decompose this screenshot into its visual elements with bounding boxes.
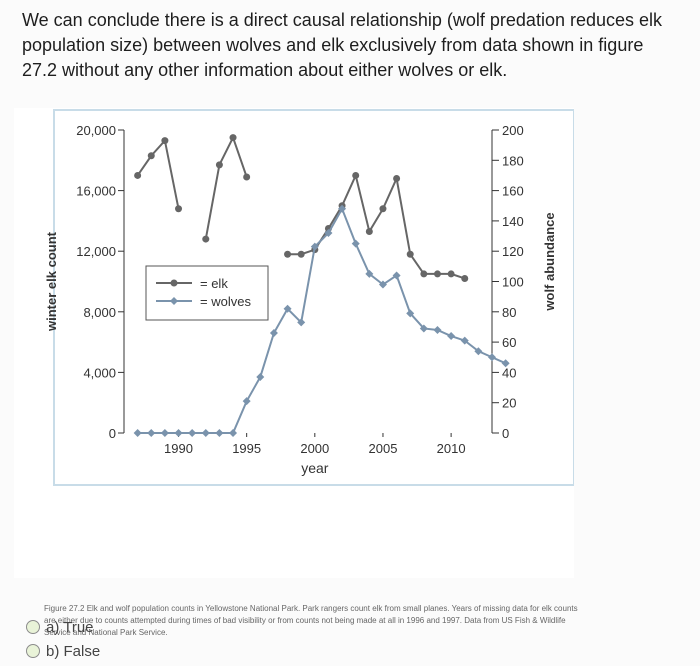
wolves-data-point <box>460 336 469 345</box>
right-tick-label: 100 <box>502 275 524 290</box>
question-text: We can conclude there is a direct causal… <box>22 10 663 80</box>
left-tick-label: 0 <box>109 426 116 441</box>
elk-data-point <box>134 171 142 179</box>
left-axis-label: winter elk count <box>44 231 59 332</box>
left-tick-label: 4,000 <box>83 365 116 380</box>
wolves-data-point <box>419 324 428 333</box>
wolves-data-point <box>324 229 333 238</box>
wolves-data-point <box>433 325 442 334</box>
right-tick-label: 160 <box>502 184 524 199</box>
elk-data-point <box>284 250 292 258</box>
right-tick-label: 80 <box>502 305 516 320</box>
wolves-data-point <box>133 429 142 437</box>
wolves-data-point <box>297 318 306 327</box>
right-tick-label: 20 <box>502 396 516 411</box>
wolves-data-point <box>378 280 387 289</box>
wolves-series-line <box>137 206 507 434</box>
elk-data-point <box>215 161 223 169</box>
wolves-data-point <box>365 269 374 278</box>
right-axis-label: wolf abundance <box>542 212 557 311</box>
elk-data-point <box>447 270 455 278</box>
radio-button-true[interactable] <box>26 620 40 634</box>
right-tick-label: 0 <box>502 426 509 441</box>
elk-data-point <box>229 134 237 142</box>
elk-series-line <box>287 172 466 280</box>
elk-series-line <box>136 138 180 209</box>
legend-elk-marker <box>170 279 178 287</box>
elk-data-point <box>379 205 387 213</box>
left-tick-label: 20,000 <box>76 123 116 138</box>
left-tick-label: 16,000 <box>76 184 116 199</box>
legend-wolves-marker <box>170 297 178 305</box>
figure-frame <box>53 109 574 486</box>
elk-data-point <box>147 152 155 160</box>
option-true[interactable]: a) True <box>26 615 100 639</box>
elk-data-point <box>297 250 305 258</box>
wolves-data-point <box>283 304 292 313</box>
x-axis-label: year <box>301 460 329 476</box>
wolves-data-point <box>160 429 169 437</box>
elk-data-point <box>461 274 469 282</box>
wolves-data-point <box>474 347 483 356</box>
wolves-data-point <box>174 429 183 437</box>
wolves-data-point <box>501 359 510 368</box>
wolves-data-point <box>201 429 210 437</box>
wolves-data-point <box>229 429 238 437</box>
legend-wolves-label: = wolves <box>200 294 251 309</box>
left-tick-label: 8,000 <box>83 305 116 320</box>
x-tick-label: 2000 <box>300 441 329 456</box>
wolves-data-point <box>188 429 197 437</box>
wolves-data-point <box>392 271 401 280</box>
elk-data-point <box>202 235 210 243</box>
elk-series-line <box>204 135 248 240</box>
wolves-data-point <box>310 242 319 251</box>
wolves-data-point <box>269 329 278 338</box>
x-tick-label: 2005 <box>369 441 398 456</box>
wolves-data-point <box>256 372 265 381</box>
x-tick-label: 1990 <box>164 441 193 456</box>
elk-data-point <box>420 270 428 278</box>
option-true-label: a) True <box>46 618 94 636</box>
left-tick-label: 12,000 <box>76 244 116 259</box>
legend-elk-label: = elk <box>200 276 228 291</box>
option-false-label: b) False <box>46 642 101 660</box>
elk-data-point <box>175 205 183 213</box>
wolves-data-point <box>351 239 360 248</box>
x-tick-label: 2010 <box>437 441 466 456</box>
elk-wolf-chart: 0 4,000 8,000 12,000 16,000 20,000 0 20 40 60 80 10… <box>44 109 574 486</box>
right-tick-label: 40 <box>502 365 516 380</box>
elk-data-point <box>393 174 401 182</box>
wolves-data-point <box>242 397 251 406</box>
legend-box <box>145 265 269 321</box>
wolves-data-point <box>147 429 156 437</box>
option-false[interactable]: b) False <box>26 639 100 663</box>
figure-27-2: 0 4,000 8,000 12,000 16,000 20,000 0 20 40 60 80 10… <box>14 108 578 637</box>
right-tick-label: 120 <box>502 244 524 259</box>
elk-data-point <box>433 270 441 278</box>
elk-data-point <box>406 250 414 258</box>
figure-caption: Figure 27.2 Elk and wolf population coun… <box>44 604 578 637</box>
right-tick-label: 60 <box>502 335 516 350</box>
wolves-data-point <box>338 204 347 213</box>
right-tick-label: 180 <box>502 153 524 168</box>
x-tick-label: 1995 <box>232 441 261 456</box>
wolves-data-point <box>215 429 224 437</box>
radio-button-false[interactable] <box>26 644 40 658</box>
right-tick-label: 200 <box>502 123 524 138</box>
elk-data-point <box>161 137 169 145</box>
right-tick-label: 140 <box>502 214 524 229</box>
elk-data-point <box>365 228 373 236</box>
elk-data-point <box>352 171 360 179</box>
elk-data-point <box>243 173 251 181</box>
answer-options: a) True b) False <box>26 615 100 663</box>
wolves-data-point <box>406 309 415 318</box>
wolves-data-point <box>488 353 496 362</box>
wolves-data-point <box>447 332 456 341</box>
